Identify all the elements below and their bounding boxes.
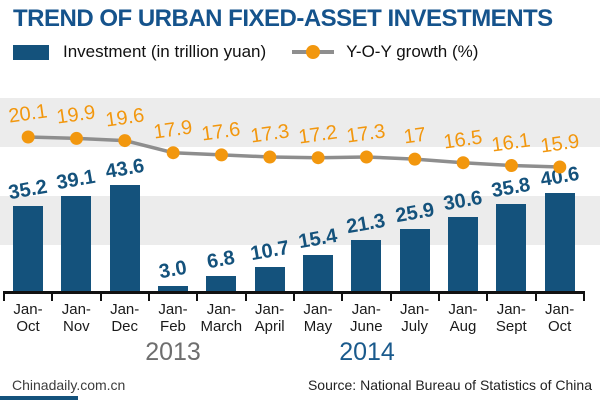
growth-point-marker [166, 146, 180, 160]
growth-point-marker [359, 150, 373, 164]
x-axis-label: Jan- April [254, 301, 285, 335]
x-axis-label: Jan- July [400, 301, 430, 335]
chart-title: TREND OF URBAN FIXED-ASSET INVESTMENTS [13, 5, 553, 32]
corner-accent-strip [0, 396, 78, 400]
investment-bar [303, 254, 334, 293]
investment-value-label: 43.6 [103, 154, 146, 184]
x-axis-label: Jan- Feb [158, 301, 188, 335]
x-axis-tick [244, 291, 247, 301]
investment-bar [158, 285, 189, 293]
year-label-2013: 2013 [145, 338, 201, 366]
investment-legend-swatch [13, 44, 49, 60]
growth-point-marker [311, 151, 325, 165]
x-axis-label: Jan- March [200, 301, 243, 335]
chart-legend: Investment (in trillion yuan) Y-O-Y grow… [13, 40, 478, 64]
growth-point-marker [504, 159, 518, 173]
investment-bar [61, 196, 92, 293]
growth-point-marker [214, 148, 228, 162]
x-axis-tick [437, 291, 440, 301]
growth-point-marker [263, 150, 277, 164]
investment-bar [13, 205, 44, 293]
investment-bar [109, 185, 140, 293]
x-axis-label: Jan- June [350, 301, 383, 335]
x-axis-label: Jan- Dec [110, 301, 140, 335]
investment-bar [544, 192, 575, 293]
x-axis-tick [582, 291, 585, 301]
investment-bar [351, 240, 382, 293]
x-axis-tick [99, 291, 102, 301]
x-axis-tick [389, 291, 392, 301]
growth-point-marker [456, 156, 470, 170]
x-axis-tick [486, 291, 489, 301]
x-axis-tick [196, 291, 199, 301]
investment-bar [496, 204, 527, 293]
x-axis-tick [147, 291, 150, 301]
x-axis-tick [51, 291, 54, 301]
investment-value-label: 40.6 [538, 162, 581, 191]
x-axis-label: Jan- Sept [495, 301, 527, 335]
x-axis-tick [3, 291, 5, 301]
growth-point-marker [408, 152, 422, 166]
x-axis-label: Jan- Aug [448, 301, 478, 335]
x-axis-label: Jan- May [303, 301, 333, 335]
investment-bar [448, 217, 479, 293]
x-axis-tick [341, 291, 344, 301]
x-axis-tick [292, 291, 295, 301]
investment-bar [206, 276, 237, 293]
investment-bar [399, 228, 430, 293]
investment-legend-label: Investment (in trillion yuan) [63, 42, 267, 61]
x-axis-label: Jan- Nov [61, 301, 91, 335]
x-axis-label: Jan- Oct [13, 301, 43, 335]
x-axis-tick [534, 291, 537, 301]
source-credit: Source: National Bureau of Statistics of… [307, 377, 592, 393]
growth-legend-label: Y-O-Y growth (%) [346, 42, 479, 61]
investment-bar [254, 266, 285, 293]
year-label-2014: 2014 [339, 338, 395, 366]
x-axis-label: Jan- Oct [545, 301, 575, 335]
growth-legend-marker-icon [306, 45, 321, 59]
site-credit: Chinadaily.com.cn [12, 377, 126, 393]
growth-legend-line [292, 45, 335, 59]
